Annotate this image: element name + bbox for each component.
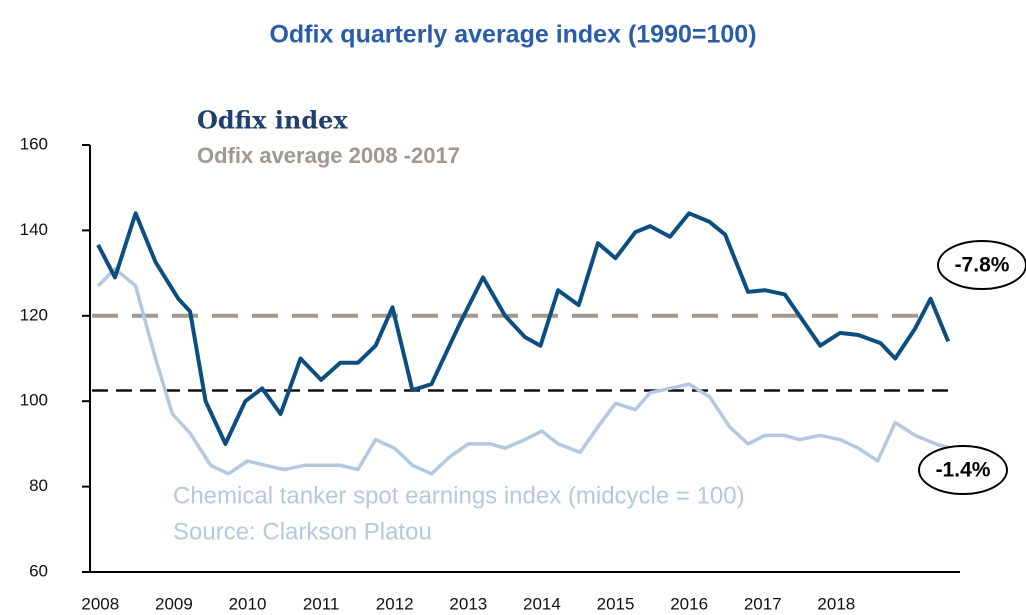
chart-title: Odfix quarterly average index (1990=100) [269,21,756,49]
series-line [96,267,951,476]
x-tick-label: 2014 [523,594,561,613]
y-tick-label: 100 [20,391,48,410]
x-tick-label: 2018 [817,594,855,613]
x-tick-label: 2009 [155,594,193,613]
y-tick-label: 60 [29,561,48,580]
legend-entry: Odfix average 2008 -2017 [197,143,460,168]
annotation: -1.4% [936,459,991,482]
annotation-ellipse [937,240,1026,290]
legend-entry: Chemical tanker spot earnings index (mid… [173,482,745,509]
x-tick-label: 2016 [670,594,708,613]
x-tick-label: 2010 [229,594,267,613]
series-line [96,211,951,446]
y-tick-label: 120 [20,305,48,324]
annotation-ellipse [918,445,1008,495]
legend-entry: Odfix index [197,106,348,135]
y-tick-label: 160 [20,134,48,153]
annotation: -7.8% [955,254,1010,277]
y-tick-label: 140 [20,220,48,239]
x-tick-label: 2008 [81,594,119,613]
x-tick-label: 2011 [303,594,340,613]
x-tick-label: 2013 [449,594,487,613]
y-tick-label: 80 [29,476,48,495]
x-tick-label: 2015 [597,594,635,613]
x-tick-label: 2017 [744,594,782,613]
source: Source: Clarkson Platou [173,518,432,545]
x-tick-label: 2012 [376,594,414,613]
